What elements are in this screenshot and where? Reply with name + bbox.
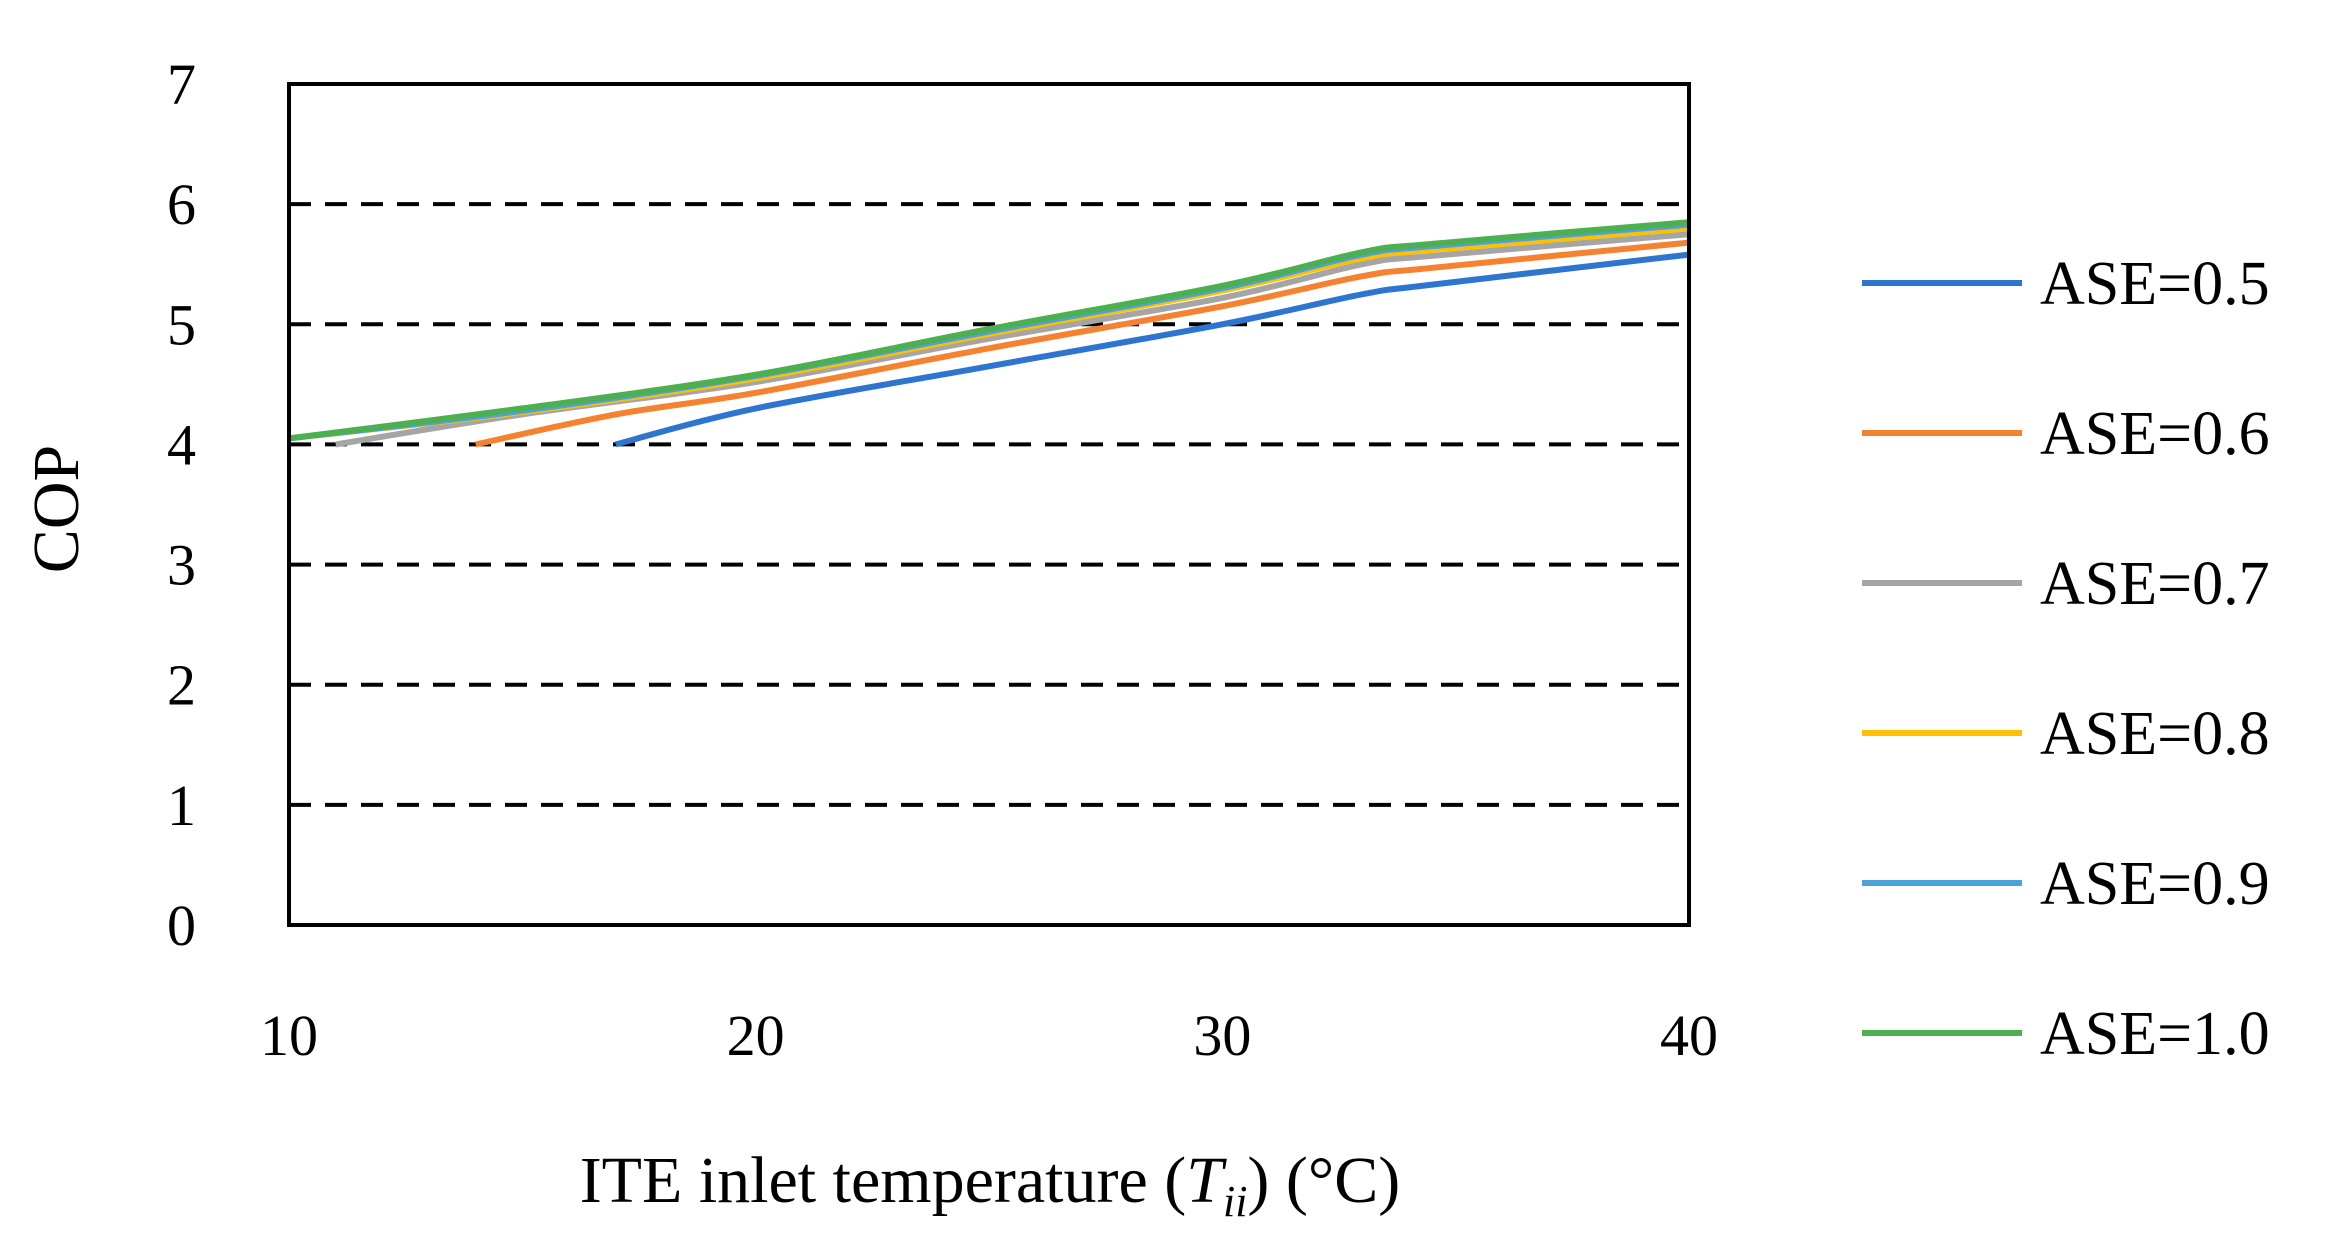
x-axis-ticks: 10 20 30 40 bbox=[260, 1003, 1718, 1068]
data-series bbox=[288, 219, 1690, 448]
legend-label: ASE=0.9 bbox=[2040, 850, 2270, 918]
y-tick-label: 3 bbox=[167, 533, 196, 598]
series-line-ase-0-5 bbox=[614, 251, 1690, 448]
legend-label: ASE=0.7 bbox=[2040, 550, 2270, 618]
x-tick-label: 10 bbox=[260, 1003, 318, 1068]
x-tick-label: 40 bbox=[1660, 1003, 1718, 1068]
y-axis-ticks: 0 1 2 3 4 5 6 7 bbox=[167, 52, 196, 958]
y-tick-label: 1 bbox=[167, 773, 196, 838]
legend-label: ASE=0.5 bbox=[2040, 250, 2270, 318]
x-tick-label: 30 bbox=[1193, 1003, 1251, 1068]
series-line-ase-1-0 bbox=[288, 219, 1690, 442]
y-tick-label: 0 bbox=[167, 893, 196, 958]
y-axis-title: COP bbox=[20, 445, 93, 573]
legend-label: ASE=0.8 bbox=[2040, 700, 2270, 768]
x-axis-title: ITE inlet temperature (Tii) (°C) bbox=[580, 1144, 1401, 1226]
x-axis-title-symbol: T bbox=[1186, 1144, 1227, 1217]
legend-label: ASE=0.6 bbox=[2040, 400, 2270, 468]
y-tick-label: 4 bbox=[167, 412, 196, 477]
x-axis-title-prefix: ITE inlet temperature ( bbox=[580, 1144, 1187, 1217]
x-axis-title-subscript: ii bbox=[1223, 1177, 1247, 1226]
y-tick-label: 5 bbox=[167, 292, 196, 357]
x-tick-label: 20 bbox=[727, 1003, 785, 1068]
y-tick-label: 7 bbox=[167, 52, 196, 117]
legend-label: ASE=1.0 bbox=[2040, 1000, 2270, 1068]
series-line-ase-0-6 bbox=[475, 239, 1690, 448]
gridlines bbox=[289, 202, 1689, 807]
plot-area-frame bbox=[287, 82, 1691, 927]
x-axis-title-suffix: ) (°C) bbox=[1247, 1144, 1400, 1217]
y-tick-label: 2 bbox=[167, 653, 196, 718]
legend: ASE=0.5 ASE=0.6 ASE=0.7 ASE=0.8 ASE=0.9 ASE=1… bbox=[1862, 250, 2270, 1068]
y-tick-label: 6 bbox=[167, 172, 196, 237]
